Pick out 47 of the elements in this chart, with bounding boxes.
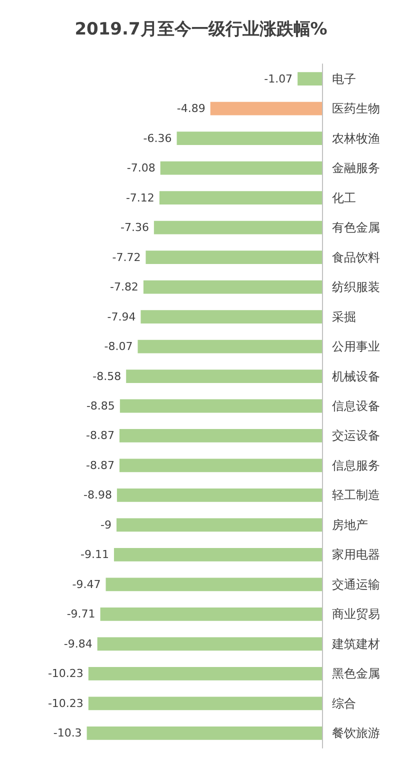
data-label: -10.3 bbox=[53, 726, 82, 740]
y-tick-label: 餐饮旅游 bbox=[332, 726, 380, 740]
y-tick-label: 有色金属 bbox=[332, 220, 380, 235]
y-tick-label: 轻工制造 bbox=[332, 488, 380, 502]
data-label: -8.58 bbox=[92, 370, 122, 383]
data-label: -8.87 bbox=[86, 458, 114, 472]
y-tick-label: 公用事业 bbox=[332, 340, 380, 354]
y-tick-label: 纺织服装 bbox=[332, 280, 380, 294]
data-label: -7.36 bbox=[120, 221, 149, 234]
y-tick-label: 农林牧渔 bbox=[332, 131, 380, 146]
data-label: -8.87 bbox=[86, 429, 114, 442]
data-label: -8.85 bbox=[86, 400, 115, 412]
y-tick-label: 信息服务 bbox=[332, 458, 380, 472]
data-label: -6.36 bbox=[143, 132, 172, 145]
y-tick-label: 食品饮料 bbox=[332, 250, 380, 264]
data-label: -8.98 bbox=[83, 488, 112, 502]
y-tick-label: 交通运输 bbox=[332, 577, 380, 592]
data-label: -9.11 bbox=[80, 548, 109, 562]
y-tick-label: 综合 bbox=[332, 696, 356, 710]
chart-title: 2019.7月至今一级行业涨跌幅% bbox=[74, 20, 328, 40]
data-label: -7.72 bbox=[112, 250, 141, 264]
y-tick-label: 建筑建材 bbox=[331, 636, 380, 651]
y-tick-label: 金融服务 bbox=[332, 161, 380, 176]
data-label: -8.07 bbox=[104, 340, 133, 354]
y-tick-label: 商业贸易 bbox=[332, 607, 380, 622]
data-label: -9.47 bbox=[72, 578, 101, 591]
data-label: -9.71 bbox=[66, 608, 96, 621]
data-label: -9.84 bbox=[64, 637, 92, 650]
y-tick-label: 信息设备 bbox=[332, 399, 380, 413]
data-label: -7.12 bbox=[126, 191, 154, 204]
data-label: -1.07 bbox=[264, 72, 293, 86]
y-tick-label: 电子 bbox=[332, 72, 356, 86]
data-label: -7.94 bbox=[107, 310, 136, 324]
data-label: -9 bbox=[100, 518, 112, 532]
y-tick-label: 机械设备 bbox=[332, 369, 380, 384]
data-label: -4.89 bbox=[176, 102, 206, 116]
y-tick-label: 医药生物 bbox=[332, 102, 380, 116]
data-label: -7.08 bbox=[126, 162, 156, 175]
data-label: -7.82 bbox=[110, 280, 138, 294]
y-tick-label: 房地产 bbox=[332, 518, 368, 532]
y-tick-label: 采掘 bbox=[332, 310, 356, 324]
data-label: -10.23 bbox=[48, 667, 84, 680]
y-tick-label: 黑色金属 bbox=[332, 666, 380, 681]
data-label: -10.23 bbox=[48, 696, 84, 710]
y-tick-label: 家用电器 bbox=[332, 548, 380, 562]
y-tick-label: 化工 bbox=[332, 190, 356, 205]
y-tick-label: 交运设备 bbox=[332, 428, 380, 443]
